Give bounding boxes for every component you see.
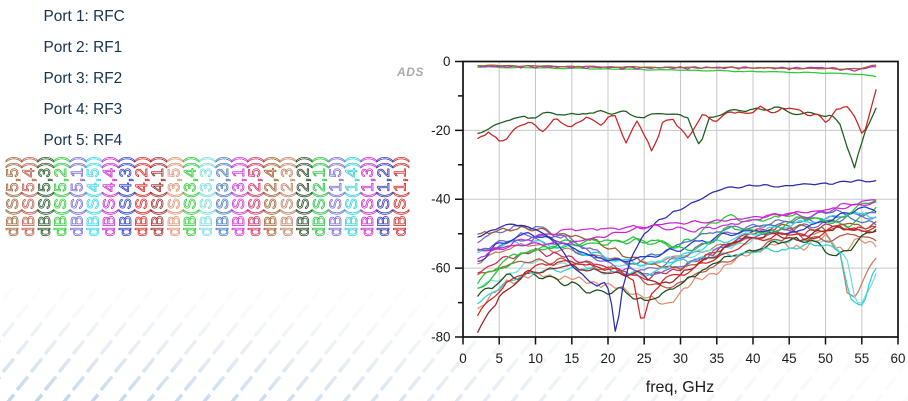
svg-text:20: 20 (601, 351, 616, 366)
svg-text:dB(S(3,3)): dB(S(3,3)) (197, 156, 216, 236)
svg-text:dB(S(2,2)): dB(S(2,2)) (294, 156, 313, 236)
svg-text:dB(S(3,4)): dB(S(3,4)) (180, 156, 199, 236)
svg-text:dB(S(3,1)): dB(S(3,1)) (229, 156, 248, 236)
svg-text:Port 5: RF4: Port 5: RF4 (44, 132, 123, 149)
svg-text:dB(S(4,2)): dB(S(4,2)) (132, 156, 151, 236)
svg-text:-80: -80 (431, 330, 450, 345)
svg-text:Port 4: RF3: Port 4: RF3 (44, 101, 123, 118)
svg-text:50: 50 (818, 351, 833, 366)
svg-text:25: 25 (637, 351, 652, 366)
svg-text:60: 60 (891, 351, 906, 366)
svg-text:dB(S(2,1)): dB(S(2,1)) (310, 156, 329, 236)
svg-text:15: 15 (564, 351, 579, 366)
svg-text:dB(S(2,3)): dB(S(2,3)) (277, 156, 296, 236)
svg-text:Port 2: RF1: Port 2: RF1 (44, 39, 123, 56)
svg-text:dB(S(1,4)): dB(S(1,4)) (342, 156, 361, 236)
svg-text:dB(S(5,3)): dB(S(5,3)) (35, 156, 54, 236)
svg-text:0: 0 (443, 54, 450, 69)
svg-text:5: 5 (495, 351, 502, 366)
svg-text:40: 40 (746, 351, 761, 366)
svg-text:dB(S(2,5)): dB(S(2,5)) (245, 156, 264, 236)
svg-text:-40: -40 (431, 192, 450, 207)
svg-text:dB(S(5,4)): dB(S(5,4)) (19, 156, 38, 236)
svg-text:0: 0 (459, 351, 466, 366)
svg-text:10: 10 (528, 351, 543, 366)
svg-text:dB(S(5,1)): dB(S(5,1)) (67, 156, 86, 236)
svg-text:dB(S(1,5)): dB(S(1,5)) (326, 156, 345, 236)
svg-text:dB(S(4,4)): dB(S(4,4)) (100, 156, 119, 236)
svg-text:dB(S(2,4)): dB(S(2,4)) (261, 156, 280, 236)
svg-text:Port 3: RF2: Port 3: RF2 (44, 70, 123, 87)
svg-text:dB(S(4,1)): dB(S(4,1)) (148, 156, 167, 236)
svg-text:dB(S(3,2)): dB(S(3,2)) (213, 156, 232, 236)
svg-text:45: 45 (782, 351, 797, 366)
svg-text:dB(S(4,3)): dB(S(4,3)) (116, 156, 135, 236)
svg-text:30: 30 (673, 351, 688, 366)
svg-text:dB(S(4,5)): dB(S(4,5)) (84, 156, 103, 236)
svg-text:dB(S(1,3)): dB(S(1,3)) (358, 156, 377, 236)
svg-text:dB(S(5,2)): dB(S(5,2)) (51, 156, 70, 236)
svg-text:ADS: ADS (396, 65, 424, 79)
svg-text:35: 35 (709, 351, 724, 366)
svg-text:dB(S(1,2)): dB(S(1,2)) (374, 156, 393, 236)
svg-text:-60: -60 (431, 261, 450, 276)
svg-text:55: 55 (854, 351, 869, 366)
svg-text:-20: -20 (431, 123, 450, 138)
svg-text:freq, GHz: freq, GHz (646, 379, 714, 396)
svg-text:dB(S(1,1)): dB(S(1,1)) (390, 156, 409, 236)
svg-text:Port 1: RFC: Port 1: RFC (44, 8, 125, 25)
svg-text:dB(S(3,5)): dB(S(3,5)) (164, 156, 183, 236)
svg-text:dB(S(5,5)): dB(S(5,5)) (3, 156, 22, 236)
